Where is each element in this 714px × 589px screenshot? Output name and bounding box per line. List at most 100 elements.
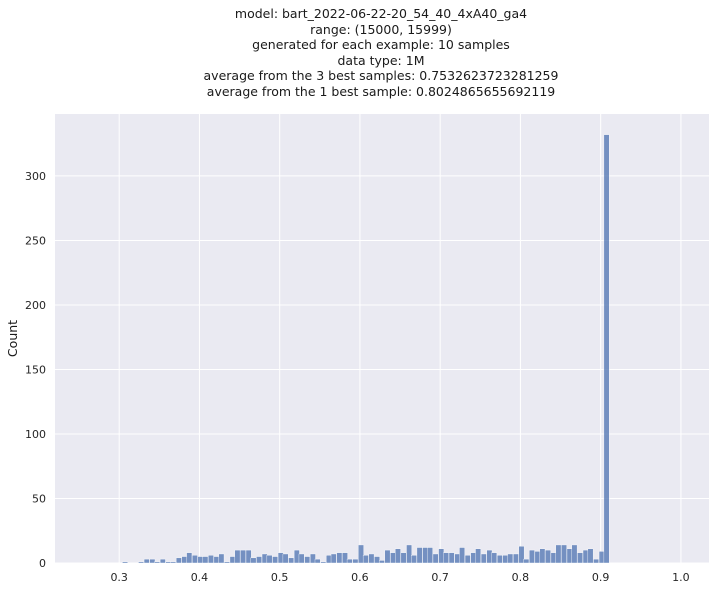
histogram-bar	[224, 561, 230, 564]
histogram-bar	[448, 552, 455, 564]
x-tick-label: 0.4	[191, 571, 209, 584]
histogram-bar	[459, 547, 465, 564]
histogram-bar	[138, 561, 144, 564]
histogram-bar	[523, 558, 530, 564]
histogram-bar	[186, 552, 193, 564]
histogram-bar	[384, 549, 391, 564]
y-tick-label: 250	[25, 234, 46, 247]
histogram-bar	[587, 548, 594, 564]
histogram-bar	[390, 552, 396, 564]
histogram-bar	[229, 556, 236, 564]
histogram-bar	[561, 544, 567, 564]
histogram-bar	[159, 558, 166, 564]
y-axis-ticks: 0 50 100 150 200 250 300	[25, 170, 46, 570]
histogram-bar	[197, 556, 204, 564]
histogram-bar	[245, 549, 252, 564]
histogram-bar	[293, 549, 300, 564]
histogram-bar	[175, 557, 182, 564]
histogram-bar	[539, 548, 546, 564]
histogram-bar	[432, 553, 439, 564]
histogram-bar	[395, 548, 401, 564]
histogram-bar	[250, 557, 257, 564]
histogram-bar	[326, 555, 332, 564]
histogram-bar	[234, 549, 241, 564]
histogram-bar	[213, 556, 220, 564]
chart-title: model: bart_2022-06-22-20_54_40_4xA40_ga…	[48, 6, 714, 100]
histogram-bar	[261, 553, 268, 564]
title-line-range: range: (15000, 15999)	[310, 21, 452, 37]
histogram-bar	[192, 555, 198, 564]
histogram-bar	[427, 547, 433, 564]
histogram-bar	[518, 546, 525, 564]
histogram-bar	[256, 556, 262, 564]
histogram-bar	[314, 558, 321, 564]
histogram-bar	[545, 549, 551, 564]
histogram-bar	[566, 548, 573, 564]
histogram-bar	[362, 555, 369, 564]
x-tick-label: 0.3	[110, 571, 128, 584]
histogram-bar	[165, 561, 172, 564]
y-tick-label: 300	[25, 170, 46, 183]
x-tick-label: 0.9	[592, 571, 610, 584]
histogram-bar	[550, 552, 557, 564]
histogram-bar	[304, 556, 311, 564]
histogram-bar	[272, 556, 279, 564]
histogram-bar	[411, 555, 417, 564]
histogram-bar	[603, 134, 610, 564]
y-tick-label: 100	[25, 428, 46, 441]
histogram-bar	[598, 551, 605, 564]
histogram-bar	[309, 553, 316, 564]
y-tick-label: 200	[25, 299, 46, 312]
x-tick-label: 0.8	[512, 571, 530, 584]
histogram-bar	[454, 553, 461, 564]
histogram-bar	[400, 552, 407, 564]
histogram-bar	[502, 555, 509, 564]
x-tick-label: 1.0	[672, 571, 690, 584]
histogram-bar	[208, 555, 214, 564]
title-line-avg-3-best: average from the 3 best samples: 0.75326…	[203, 68, 559, 84]
histogram-bar	[475, 548, 482, 564]
histogram-bar	[491, 552, 498, 564]
histogram-bar	[555, 544, 562, 564]
histogram-bar	[529, 549, 535, 564]
histogram-bar	[358, 544, 364, 564]
x-tick-label: 0.6	[351, 571, 369, 584]
histogram-bar	[582, 549, 589, 564]
histogram-bar	[346, 558, 353, 564]
histogram-bar	[143, 558, 150, 564]
histogram-bar	[336, 552, 343, 564]
histogram-bar	[464, 555, 471, 564]
histogram-bar	[266, 555, 273, 564]
histogram-bar	[443, 552, 449, 564]
y-tick-label: 0	[39, 557, 46, 570]
histogram-bar	[181, 556, 188, 564]
x-tick-label: 0.5	[271, 571, 289, 584]
title-line-data-type: data type: 1M	[337, 52, 425, 68]
histogram-bar	[352, 558, 359, 564]
histogram-bar	[202, 556, 209, 564]
histogram-bar	[149, 558, 156, 564]
histogram-bar	[240, 549, 246, 564]
histogram-bar	[486, 549, 493, 564]
histogram-bar	[330, 553, 337, 564]
histogram-bar	[577, 552, 583, 564]
histogram-bar	[593, 558, 599, 564]
title-line-model: model: bart_2022-06-22-20_54_40_4xA40_ga…	[234, 6, 528, 21]
histogram-bar	[277, 552, 284, 564]
histogram-bar	[282, 553, 289, 564]
histogram-bar	[571, 544, 578, 564]
histogram-bar	[374, 556, 380, 564]
histogram-bars	[122, 134, 610, 564]
histogram-bar	[288, 557, 295, 564]
plot-area	[55, 114, 709, 563]
histogram-bar	[470, 552, 477, 564]
histogram-bar	[122, 561, 128, 564]
histogram-bar	[422, 547, 429, 564]
histogram-bar	[534, 551, 541, 564]
histogram-bar	[320, 561, 327, 564]
y-axis-label: Count	[5, 320, 20, 357]
y-tick-label: 150	[25, 363, 46, 376]
y-tick-label: 50	[32, 492, 46, 505]
histogram-bar	[513, 553, 519, 564]
